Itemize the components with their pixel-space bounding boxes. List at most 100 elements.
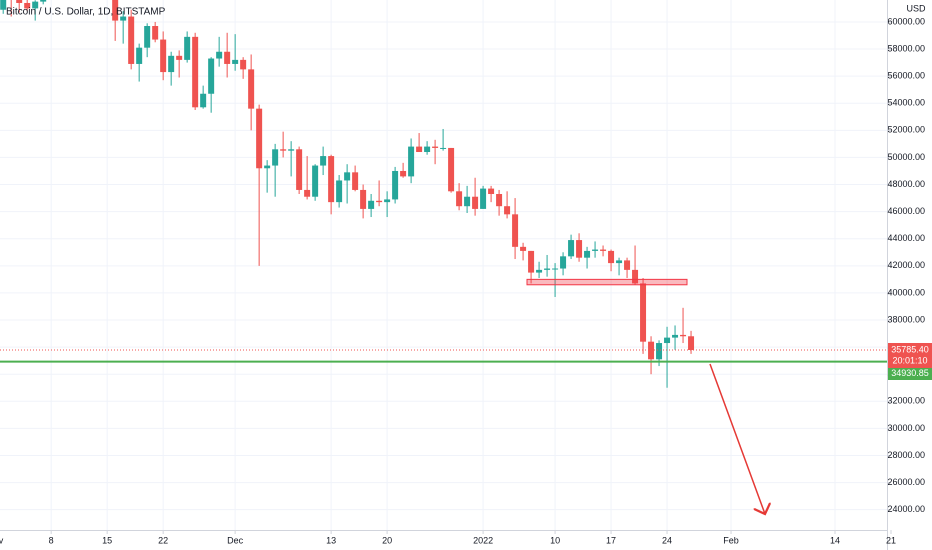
last-price-label: 35785.40 bbox=[891, 344, 929, 354]
candle-body bbox=[128, 16, 135, 64]
candle-body bbox=[16, 0, 23, 3]
candle-body bbox=[136, 47, 143, 64]
candle-body bbox=[232, 59, 239, 64]
candle-body bbox=[656, 343, 663, 360]
candle-body bbox=[392, 170, 399, 200]
candle-body bbox=[536, 269, 543, 273]
x-tick-label: 20 bbox=[382, 535, 392, 545]
y-tick-label: 40000.00 bbox=[887, 287, 925, 297]
candle-body bbox=[560, 256, 567, 269]
candle-body bbox=[176, 55, 183, 60]
candle-body bbox=[376, 200, 383, 203]
candle-body bbox=[32, 1, 39, 9]
y-tick-label: 32000.00 bbox=[887, 396, 925, 406]
candle-body bbox=[408, 146, 415, 177]
candle-body bbox=[632, 269, 639, 284]
candle-body bbox=[296, 149, 303, 190]
x-tick-label: 15 bbox=[102, 535, 112, 545]
x-tick-label: 2022 bbox=[473, 535, 493, 545]
candle-body bbox=[224, 51, 231, 64]
candle-body bbox=[304, 189, 311, 197]
candle-body bbox=[488, 188, 495, 195]
candle-body bbox=[448, 147, 455, 192]
candle-body bbox=[24, 2, 31, 9]
candle-body bbox=[152, 26, 159, 40]
y-tick-label: 54000.00 bbox=[887, 98, 925, 108]
candle-body bbox=[528, 250, 535, 273]
candle-body bbox=[144, 26, 151, 48]
y-tick-label: 38000.00 bbox=[887, 314, 925, 324]
candle-body bbox=[368, 200, 375, 209]
candle-body bbox=[472, 196, 479, 209]
x-tick-label: 10 bbox=[550, 535, 560, 545]
candle-body bbox=[360, 189, 367, 209]
candle-body bbox=[320, 156, 327, 166]
candle-body bbox=[112, 0, 119, 21]
candles bbox=[0, 0, 695, 388]
candle-body bbox=[544, 268, 551, 270]
candle-body bbox=[616, 260, 623, 264]
candle-body bbox=[168, 55, 175, 73]
candle-body bbox=[440, 147, 447, 149]
candle-body bbox=[120, 16, 127, 21]
candle-body bbox=[432, 146, 439, 148]
candle-body bbox=[424, 146, 431, 153]
y-tick-label: 26000.00 bbox=[887, 477, 925, 487]
candle-body bbox=[416, 146, 423, 153]
candle-body bbox=[552, 268, 559, 270]
y-tick-label: 30000.00 bbox=[887, 423, 925, 433]
currency-label: USD bbox=[906, 3, 926, 13]
y-tick-label: 44000.00 bbox=[887, 233, 925, 243]
candle-body bbox=[272, 149, 279, 166]
y-tick-label: 24000.00 bbox=[887, 504, 925, 514]
candle-body bbox=[248, 69, 255, 109]
candle-body bbox=[568, 240, 575, 257]
x-tick-label: 22 bbox=[158, 535, 168, 545]
x-tick-label: 17 bbox=[606, 535, 616, 545]
y-tick-label: 60000.00 bbox=[887, 16, 925, 26]
x-tick-label: 14 bbox=[830, 535, 840, 545]
y-tick-label: 58000.00 bbox=[887, 43, 925, 53]
zone-box bbox=[526, 278, 688, 286]
support-label-box bbox=[888, 366, 932, 380]
chart-title: Bitcoin / U.S. Dollar, 1D, BITSTAMP bbox=[6, 7, 166, 18]
candle-body bbox=[40, 0, 47, 2]
candle-body bbox=[600, 249, 607, 251]
x-tick-label: 8 bbox=[49, 535, 54, 545]
candle-body bbox=[256, 108, 263, 169]
grid bbox=[0, 0, 887, 530]
y-tick-label: 48000.00 bbox=[887, 179, 925, 189]
candle-body bbox=[200, 93, 207, 108]
x-tick-label: 24 bbox=[662, 535, 672, 545]
candle-body bbox=[624, 260, 631, 270]
y-tick-label: 50000.00 bbox=[887, 152, 925, 162]
candle-body bbox=[496, 194, 503, 207]
candle-body bbox=[312, 165, 319, 197]
candle-body bbox=[280, 149, 287, 151]
candle-body bbox=[184, 36, 191, 60]
candle-body bbox=[400, 170, 407, 177]
candle-body bbox=[264, 165, 271, 169]
candle-body bbox=[352, 172, 359, 190]
candle-body bbox=[504, 206, 511, 215]
last-price-box bbox=[888, 343, 932, 369]
candle-body bbox=[640, 283, 647, 342]
candle-body bbox=[520, 246, 527, 251]
candle-body bbox=[584, 250, 591, 258]
y-tick-label: 56000.00 bbox=[887, 71, 925, 81]
y-tick-label: 52000.00 bbox=[887, 125, 925, 135]
countdown: 20:01:10 bbox=[892, 355, 927, 365]
drawn-arrow bbox=[709, 363, 765, 514]
candle-body bbox=[672, 334, 679, 338]
candle-body bbox=[0, 0, 7, 10]
candle-body bbox=[688, 336, 695, 351]
candle-body bbox=[288, 149, 295, 151]
candle-body bbox=[240, 59, 247, 70]
candle-body bbox=[208, 58, 215, 94]
x-tick-label: Nov bbox=[0, 535, 4, 545]
candle-body bbox=[576, 240, 583, 258]
support-label: 34930.85 bbox=[891, 368, 929, 378]
y-tick-label: 46000.00 bbox=[887, 206, 925, 216]
candle-body bbox=[344, 172, 351, 181]
axes: 24000.00 26000.00 28000.00 30000.00 32000.00… bbox=[0, 16, 932, 545]
